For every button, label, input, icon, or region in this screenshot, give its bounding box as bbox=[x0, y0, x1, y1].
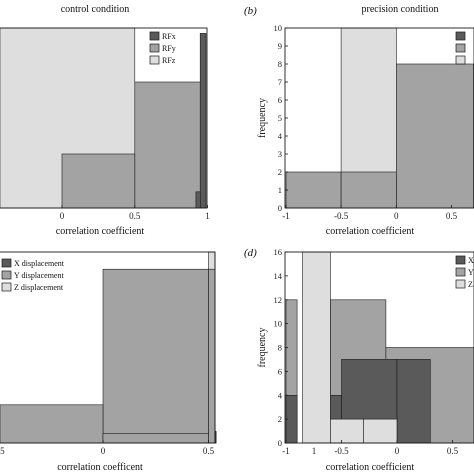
legend-swatch-d-2 bbox=[455, 279, 466, 289]
legend-swatch-b-1 bbox=[455, 43, 466, 53]
x-axis-label: correlation coefficent bbox=[57, 462, 143, 473]
x-tick-label: -1 bbox=[282, 211, 290, 221]
legend-label: X displacement bbox=[14, 259, 65, 268]
legend-swatch-c-0 bbox=[1, 258, 12, 268]
y-axis-label: frequency bbox=[257, 98, 268, 138]
y-axis-label: frequency bbox=[257, 328, 268, 368]
legend-swatch-a-0 bbox=[149, 31, 160, 41]
y-tick-label: 6 bbox=[278, 95, 282, 105]
bar-b-s1-b1 bbox=[285, 171, 342, 209]
y-tick-label: 0 bbox=[278, 438, 282, 448]
legend-label: X bbox=[468, 256, 474, 265]
y-tick-label: 7 bbox=[278, 77, 282, 87]
bar-a-s2-b1 bbox=[195, 191, 201, 209]
panel-b bbox=[284, 27, 474, 209]
bar-d-s2-b1 bbox=[330, 418, 364, 444]
panel-letter: (b) bbox=[244, 5, 257, 17]
x-tick-label: 1 bbox=[312, 446, 317, 456]
bar-c-s1-b1 bbox=[208, 268, 216, 444]
panel-letter: (d) bbox=[244, 247, 257, 259]
bar-c-s1-b0 bbox=[102, 268, 209, 444]
x-axis-label: correlation coefficient bbox=[326, 462, 415, 473]
legend-label: Z bbox=[468, 280, 473, 289]
legend-label: RFx bbox=[162, 32, 176, 41]
y-tick-label: 16 bbox=[274, 247, 283, 257]
bar-d-s2-b2 bbox=[363, 418, 398, 444]
bar-b-s1-b2 bbox=[340, 171, 397, 209]
x-tick-label: 0 bbox=[394, 211, 399, 221]
legend-swatch-d-0 bbox=[455, 255, 466, 265]
legend-swatch-a-2 bbox=[149, 55, 160, 65]
legend-swatch-c-1 bbox=[1, 270, 12, 280]
x-tick-label: 0 bbox=[60, 211, 65, 221]
y-tick-label: 6 bbox=[278, 366, 282, 376]
x-tick-label: 1 bbox=[205, 211, 210, 221]
y-tick-label: 4 bbox=[278, 131, 283, 141]
legend-label: Y bbox=[468, 268, 474, 277]
bar-d-s1-b3 bbox=[396, 359, 431, 444]
panel-d bbox=[284, 251, 474, 444]
panel-a bbox=[0, 27, 208, 209]
bar-a-s2-b0 bbox=[199, 33, 207, 209]
y-tick-label: 2 bbox=[278, 167, 282, 177]
x-tick-label: -0.5 bbox=[334, 211, 349, 221]
y-tick-label: 3 bbox=[278, 149, 282, 159]
x-tick-label: -1 bbox=[282, 446, 290, 456]
y-tick-label: 1 bbox=[278, 185, 282, 195]
y-tick-label: 0 bbox=[278, 203, 282, 213]
legend-label: Z displacement bbox=[14, 283, 64, 292]
x-tick-label: -0.5 bbox=[334, 446, 349, 456]
y-tick-label: 2 bbox=[278, 414, 282, 424]
legend-swatch-c-2 bbox=[1, 282, 12, 292]
panel-title: control condition bbox=[61, 4, 130, 15]
legend-swatch-a-1 bbox=[149, 43, 160, 53]
y-tick-label: 10 bbox=[274, 319, 283, 329]
y-tick-label: 4 bbox=[278, 390, 283, 400]
x-axis-label: correlation coefficient bbox=[326, 226, 415, 237]
y-tick-label: 14 bbox=[274, 271, 283, 281]
legend-label: Y displacement bbox=[14, 271, 64, 280]
panel-title: precision condition bbox=[362, 4, 439, 15]
y-tick-label: 5 bbox=[278, 113, 282, 123]
x-tick-label: 0 bbox=[395, 446, 400, 456]
bar-a-s1-b0 bbox=[134, 81, 201, 209]
x-tick-label: 0.5 bbox=[447, 446, 459, 456]
y-tick-label: 8 bbox=[278, 59, 282, 69]
x-tick-label: 0.5 bbox=[129, 211, 141, 221]
y-tick-label: 8 bbox=[278, 343, 282, 353]
axes-frame-a bbox=[0, 27, 208, 209]
y-tick-label: 10 bbox=[274, 23, 283, 33]
x-axis-label: correlation coefficient bbox=[56, 226, 145, 237]
bar-c-s1-b2 bbox=[0, 404, 104, 444]
legend-swatch-b-2 bbox=[455, 55, 466, 65]
panel-c bbox=[0, 251, 315, 444]
x-tick-label: 0 bbox=[101, 446, 106, 456]
y-tick-label: 12 bbox=[274, 295, 283, 305]
x-tick-label: 0.5 bbox=[203, 446, 215, 456]
legend-swatch-d-1 bbox=[455, 267, 466, 277]
legend-label: RFy bbox=[162, 44, 176, 53]
bar-c-s1-b3 bbox=[102, 433, 209, 444]
legend-label: RFz bbox=[162, 56, 176, 65]
legend-swatch-b-0 bbox=[455, 31, 466, 41]
x-tick-label: -0.5 bbox=[0, 446, 5, 456]
y-tick-label: 9 bbox=[278, 41, 282, 51]
bar-d-s2-b0 bbox=[302, 251, 331, 444]
axes-frame-c bbox=[0, 251, 216, 444]
bar-a-s1-b1 bbox=[61, 153, 136, 209]
bar-b-s1-b0 bbox=[395, 63, 474, 209]
x-tick-label: 0.5 bbox=[446, 211, 458, 221]
